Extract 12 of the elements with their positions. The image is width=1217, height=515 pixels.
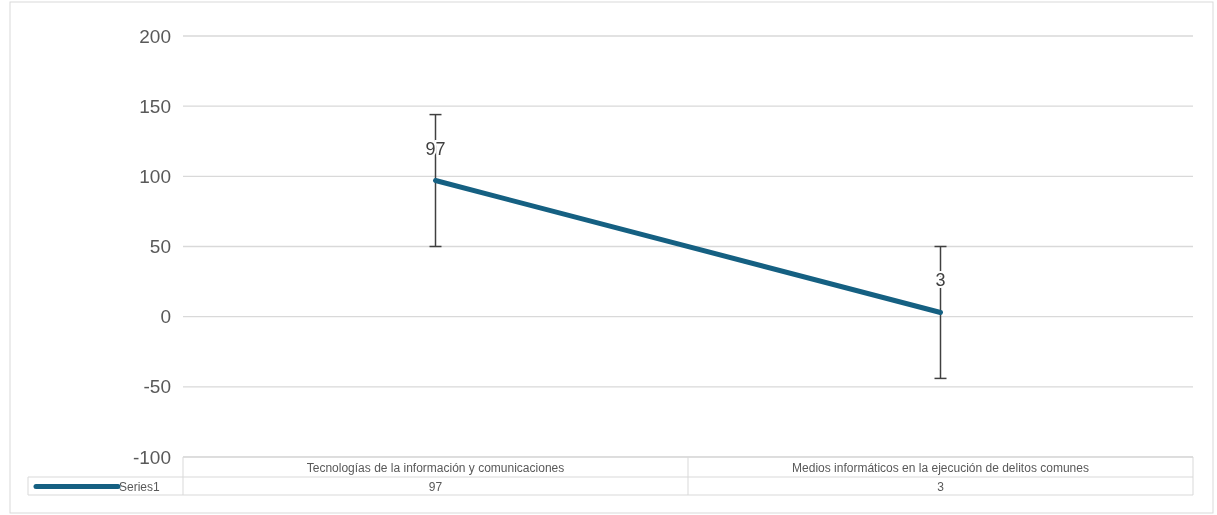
data-label: 3 [937,479,945,494]
y-tick-label: 200 [139,25,171,47]
y-tick-label: -100 [132,446,171,468]
y-tick-label: 100 [139,165,171,187]
y-tick-label: 50 [149,236,171,258]
y-tick-label: 0 [160,306,171,328]
data-label: 97 [428,479,443,494]
y-tick-label: 150 [139,95,171,117]
text: Series1 [119,479,161,494]
x-tick-label: Tecnologías de la información y comunicaciones [306,460,565,475]
x-tick-label: Medios informáticos en la ejecución de delitos comunes [792,460,1089,475]
y-tick-label: -50 [143,376,171,398]
